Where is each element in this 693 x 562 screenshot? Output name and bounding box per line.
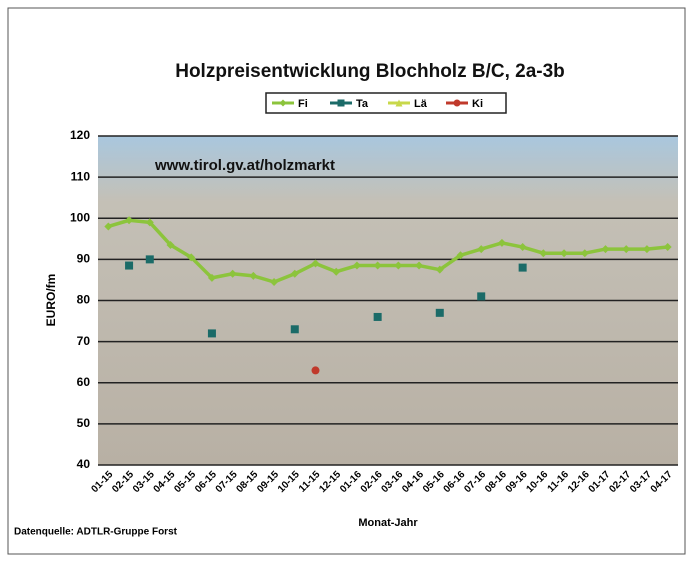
marker (228, 269, 237, 278)
marker (435, 265, 444, 274)
marker (497, 238, 506, 247)
marker (601, 245, 610, 254)
y-tick-label: 80 (77, 293, 91, 307)
marker (290, 269, 299, 278)
legend-label: Fi (298, 98, 308, 110)
series-line (107, 218, 668, 284)
marker (622, 245, 631, 254)
legend-box (265, 92, 507, 114)
marker (477, 245, 486, 254)
legend-label: Lä (414, 98, 428, 110)
legend-label: Ta (356, 98, 369, 110)
annotation: www.tirol.gv.at/holzmarkt (154, 157, 335, 174)
marker (166, 240, 175, 249)
legend-marker (453, 99, 461, 107)
marker (456, 251, 465, 260)
y-tick-label: 60 (77, 375, 91, 389)
marker (187, 253, 196, 262)
marker (518, 263, 527, 272)
marker (249, 271, 258, 280)
marker (477, 292, 486, 301)
marker (311, 259, 320, 268)
marker (145, 255, 154, 264)
legend-label: Ki (472, 98, 483, 110)
marker (104, 222, 113, 231)
marker (580, 249, 589, 258)
marker (207, 273, 216, 282)
y-axis-label: EURO/fm (44, 274, 58, 327)
marker (435, 308, 444, 317)
marker (642, 245, 651, 254)
marker (311, 366, 320, 375)
legend-marker (395, 99, 403, 107)
marker (560, 249, 569, 258)
y-tick-label: 100 (70, 210, 90, 224)
y-tick-label: 70 (77, 334, 91, 348)
marker (332, 267, 341, 276)
marker (663, 243, 672, 252)
chart-title: Holzpreisentwicklung Blochholz B/C, 2a-3… (175, 61, 565, 82)
marker (518, 243, 527, 252)
marker (207, 329, 216, 338)
source: Datenquelle: ADTLR-Gruppe Forst (14, 527, 178, 538)
marker (125, 261, 134, 270)
legend-marker (279, 99, 287, 107)
marker (373, 261, 382, 270)
marker (539, 249, 548, 258)
marker (290, 325, 299, 334)
marker (373, 312, 382, 321)
y-tick-label: 90 (77, 252, 91, 266)
y-tick-label: 110 (71, 169, 91, 183)
marker (125, 216, 134, 225)
marker (352, 261, 361, 270)
y-tick-label: 40 (77, 457, 91, 471)
marker (270, 277, 279, 286)
legend-marker (337, 99, 345, 107)
x-axis-label: Monat-Jahr (358, 517, 418, 529)
y-tick-label: 120 (70, 128, 90, 142)
y-tick-label: 50 (77, 416, 91, 430)
marker (145, 218, 154, 227)
marker (415, 261, 424, 270)
marker (394, 261, 403, 270)
